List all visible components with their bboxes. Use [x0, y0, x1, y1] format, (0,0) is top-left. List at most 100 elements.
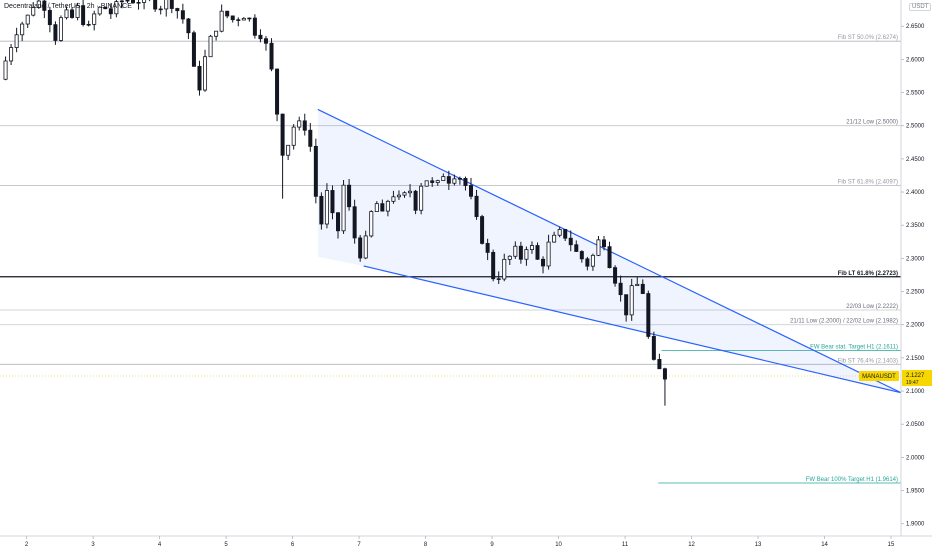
candle [336, 212, 341, 239]
candle [480, 214, 485, 245]
candle [385, 199, 390, 217]
candle-body [635, 283, 640, 287]
candle-body [175, 8, 180, 12]
wedge-lower-trendline [363, 265, 902, 394]
candle [363, 230, 368, 260]
candle-body [53, 24, 58, 41]
candle-body [463, 178, 468, 186]
candle-body [31, 7, 36, 16]
price-tick-label: 1.9500 [906, 489, 925, 495]
price-axis-bg [901, 0, 932, 550]
candle [529, 241, 534, 254]
candle [452, 174, 457, 186]
candle [175, 7, 180, 19]
candle [601, 235, 606, 251]
candle-body [92, 13, 97, 25]
symbol-title: Decentraland / TetherUS · 2h · BINANCE [4, 3, 132, 10]
time-axis-bg [0, 536, 932, 550]
candle-body [341, 184, 346, 232]
candle-body [153, 0, 158, 10]
candle [186, 17, 191, 40]
currency-label[interactable]: USDT [909, 3, 932, 11]
candle [474, 189, 479, 220]
time-tick-label: 13 [755, 542, 762, 548]
candle [535, 242, 540, 260]
candle-body [252, 17, 257, 36]
candle-body [563, 229, 568, 239]
candle-body [624, 294, 629, 316]
candle-body [452, 178, 457, 184]
time-tick-label: 3 [91, 542, 95, 548]
candle-body [75, 5, 80, 18]
candle-body [114, 1, 119, 15]
candle [435, 179, 440, 186]
time-axis: 2 3 4 5 6 7 8 9 10 11 12 13 14 15 [0, 535, 932, 550]
candle [119, 0, 124, 9]
candle-body [142, 0, 147, 3]
candle [557, 226, 562, 238]
candle [230, 15, 235, 23]
candle-body [58, 17, 63, 41]
candle [469, 177, 474, 200]
candle-body [629, 285, 634, 316]
candle [457, 176, 462, 185]
candle-body [419, 185, 424, 211]
candle-body [568, 237, 573, 246]
time-tick-label: 12 [688, 542, 695, 548]
candle [247, 17, 252, 22]
candle-body [64, 9, 69, 19]
candle-body [275, 68, 280, 115]
level-label: FW Bear 100% Target H1 (1.9614) [806, 477, 898, 483]
candle [114, 0, 119, 18]
candle [53, 21, 58, 45]
last-price-value: 2.1227 [906, 373, 925, 379]
candle [291, 124, 296, 150]
candle-body [197, 65, 202, 91]
candle-body [469, 185, 474, 197]
candle-body [441, 176, 446, 182]
candle [319, 192, 324, 230]
candle-body [313, 145, 318, 197]
price-tick-label: 1.9000 [906, 522, 925, 528]
candle-body [169, 0, 174, 9]
candle [97, 6, 102, 16]
candle [518, 241, 523, 264]
last-price-badge [902, 369, 932, 386]
candle-body [651, 336, 656, 360]
candle [574, 240, 579, 252]
time-tick-label: 6 [291, 542, 295, 548]
candle-body [513, 245, 518, 257]
time-tick-label: 7 [357, 542, 361, 548]
candle-body [214, 30, 219, 37]
candle [618, 275, 623, 302]
candle-body [518, 245, 523, 260]
candle-body [607, 246, 612, 269]
candle [164, 0, 169, 17]
candle-body [225, 10, 230, 17]
candle [657, 353, 662, 370]
candle-body [241, 17, 246, 21]
candle [86, 20, 91, 27]
candle [502, 253, 507, 282]
candle [42, 0, 47, 19]
candle [153, 0, 158, 12]
candle [58, 15, 63, 42]
time-tick-label: 9 [490, 542, 494, 548]
candle [552, 231, 557, 243]
price-tick-label: 2.1000 [906, 389, 925, 395]
candle-body [557, 229, 562, 236]
price-tick-label: 2.5500 [906, 91, 925, 97]
candle [391, 190, 396, 204]
candle [225, 10, 230, 19]
candle [75, 2, 80, 21]
price-tick-label: 2.6500 [906, 24, 925, 30]
candle-body [119, 0, 124, 3]
candle [25, 14, 30, 29]
candle-body [363, 235, 368, 259]
candle-body [130, 0, 135, 4]
candle-body [446, 176, 451, 184]
candle [236, 17, 241, 27]
candle-body [646, 293, 651, 337]
candle [203, 49, 208, 92]
